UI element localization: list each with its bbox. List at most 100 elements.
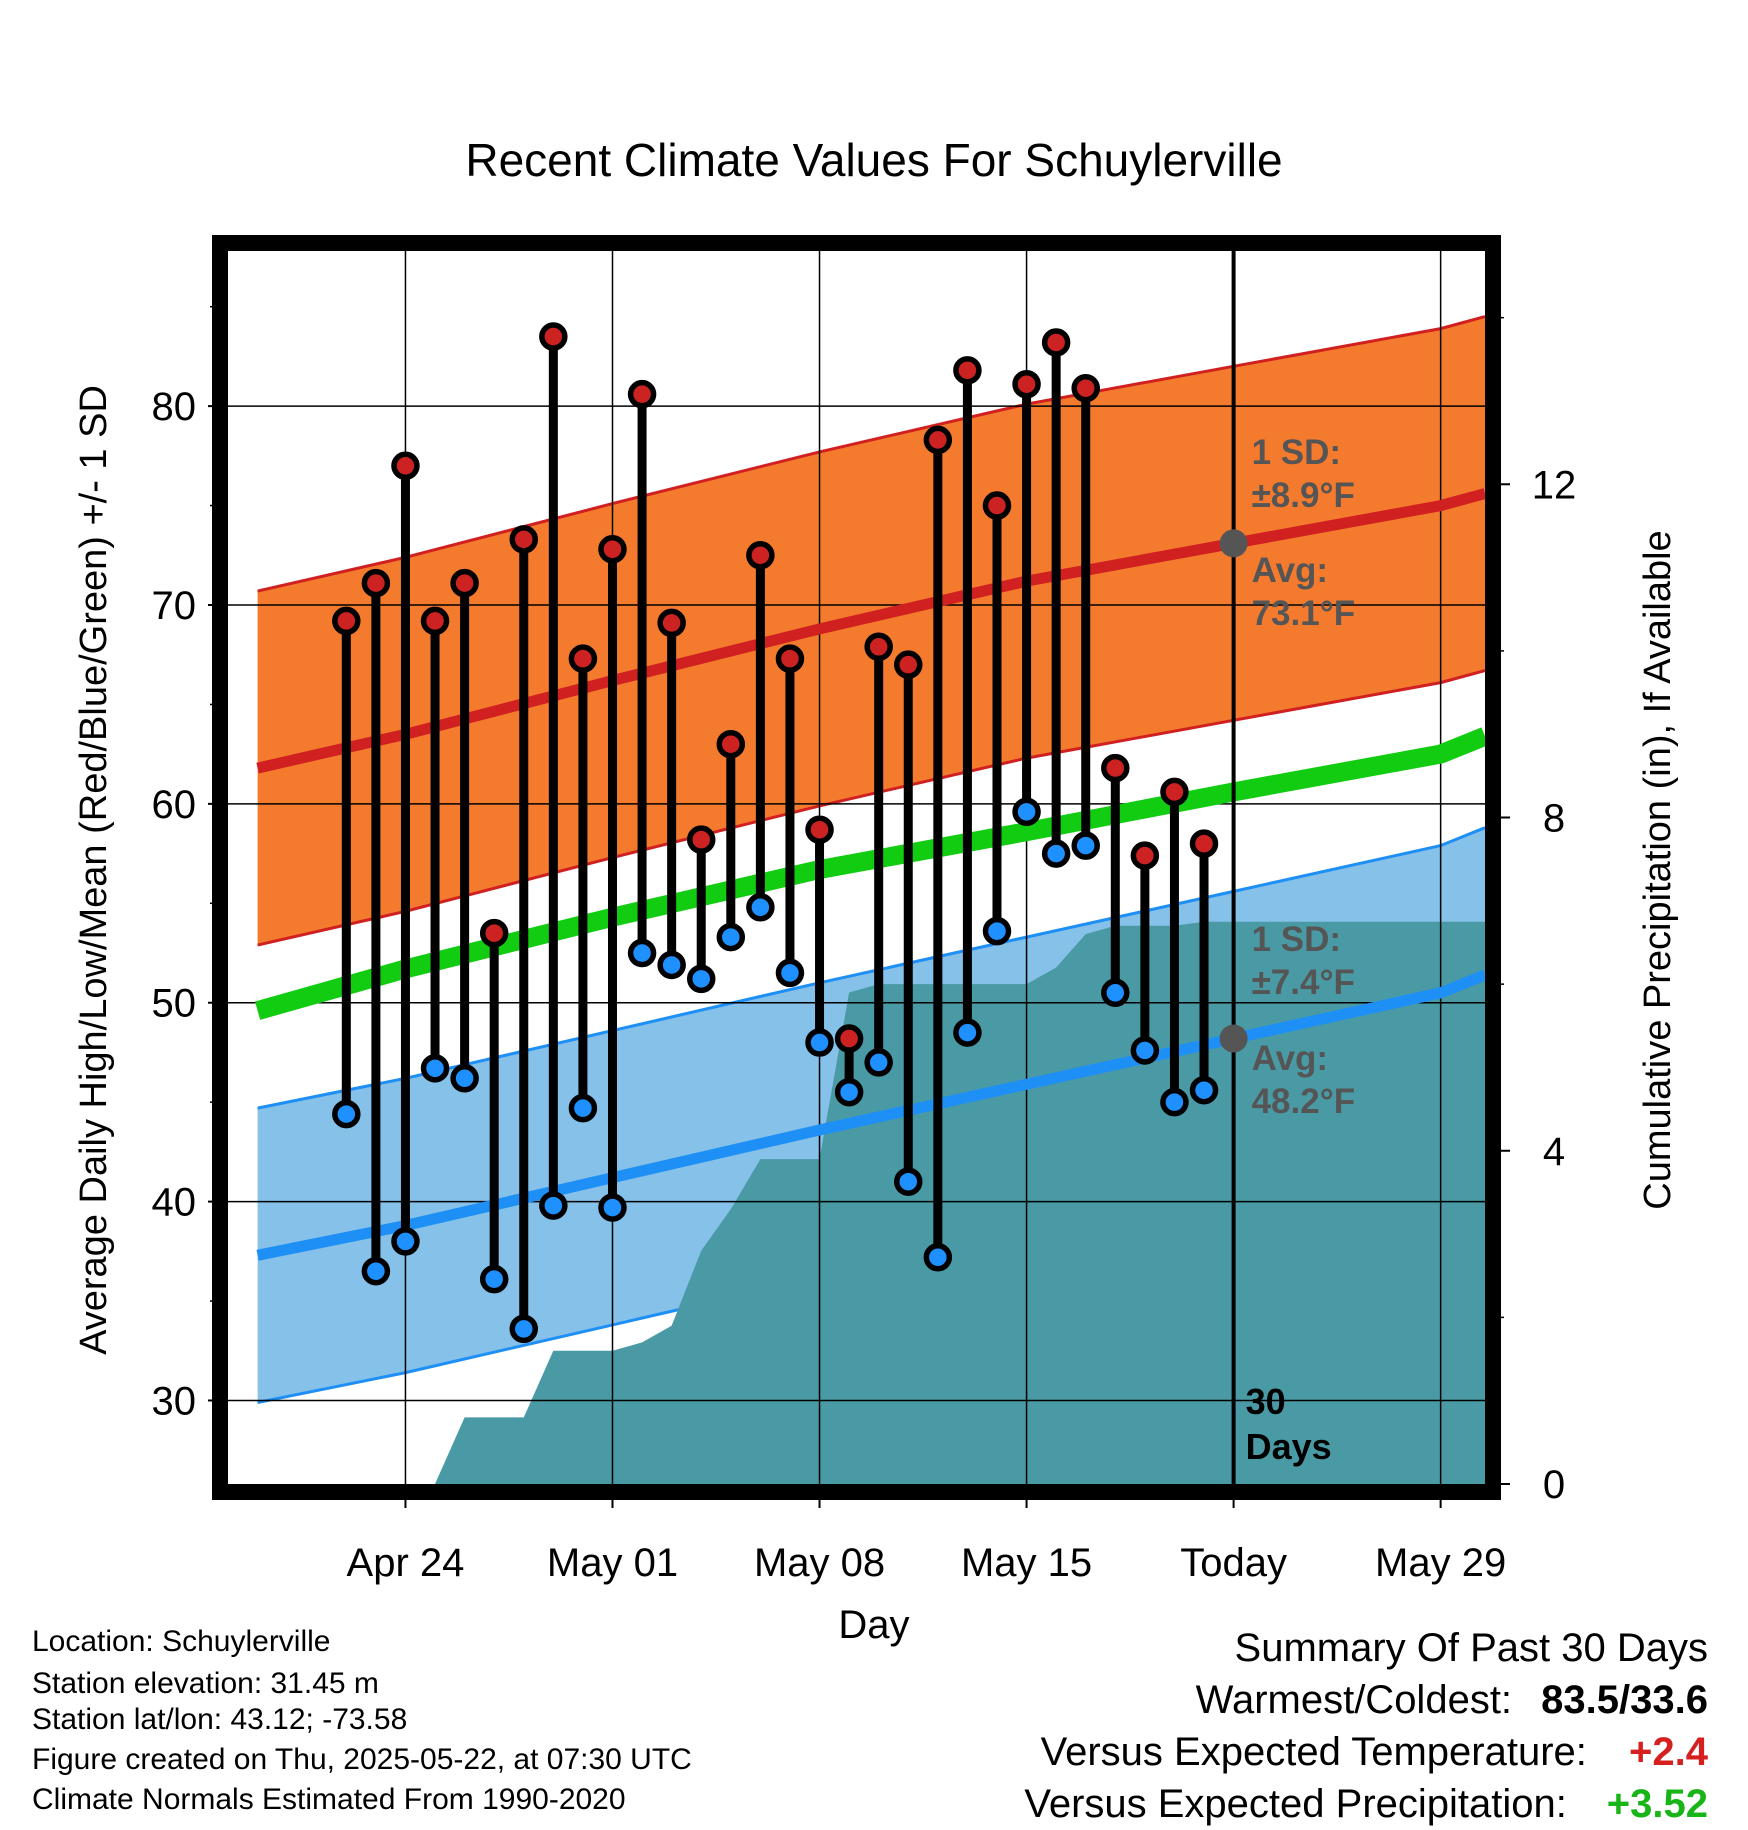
daily-low-point xyxy=(631,942,654,965)
daily-low-point xyxy=(749,896,772,919)
temp-anomaly-value: +2.4 xyxy=(1598,1726,1708,1778)
daily-high-point xyxy=(1104,757,1127,780)
high-avg-value: 73.1°F xyxy=(1252,594,1356,633)
precip-anomaly-value: +3.52 xyxy=(1578,1778,1708,1830)
daily-low-point xyxy=(660,953,683,976)
daily-high-point xyxy=(335,609,358,632)
daily-high-point xyxy=(660,611,683,634)
daily-low-point xyxy=(1163,1091,1186,1114)
daily-high-point xyxy=(719,733,742,756)
daily-high-point xyxy=(483,922,506,945)
daily-high-point xyxy=(1163,780,1186,803)
daily-low-point xyxy=(808,1031,831,1054)
daily-low-point xyxy=(778,961,801,984)
daily-low-point xyxy=(1074,834,1097,857)
daily-high-point xyxy=(453,572,476,595)
daily-high-point xyxy=(838,1027,861,1050)
daily-low-point xyxy=(1104,981,1127,1004)
warmest-coldest-value: 83.5/33.6 xyxy=(1541,1678,1708,1722)
daily-low-point xyxy=(512,1317,535,1340)
daily-high-point xyxy=(897,653,920,676)
y2-tick-label-12: 12 xyxy=(1532,463,1577,507)
climate-chart: Recent Climate Values For Schuylerville … xyxy=(0,0,1748,1828)
latlon-text: Station lat/lon: 43.12; -73.58 xyxy=(32,1702,692,1738)
daily-high-point xyxy=(424,609,447,632)
y-tick-label-40: 40 xyxy=(152,1181,197,1225)
x-tick-label-4: Today xyxy=(1180,1541,1287,1585)
warmest-coldest-row: Warmest/Coldest: 83.5/33.6 xyxy=(1024,1674,1708,1726)
high-sd-label: 1 SD: xyxy=(1252,433,1341,472)
daily-high-point xyxy=(867,635,890,658)
daily-high-point xyxy=(808,818,831,841)
y2-tick-label-0: 0 xyxy=(1543,1463,1565,1507)
precip-anomaly-label: Versus Expected Precipitation: xyxy=(1024,1782,1567,1826)
daily-high-point xyxy=(512,528,535,551)
elevation-text: Station elevation: 31.45 m xyxy=(32,1666,692,1702)
y2-tick-label-8: 8 xyxy=(1543,797,1565,841)
daily-low-point xyxy=(394,1230,417,1253)
daily-high-point xyxy=(749,544,772,567)
y2-axis-label: Cumulative Precipitation (in), If Availa… xyxy=(1637,530,1679,1209)
daily-high-point xyxy=(1045,331,1068,354)
y-axis-label: Average Daily High/Low/Mean (Red/Blue/Gr… xyxy=(73,385,115,1355)
y-tick-label-50: 50 xyxy=(152,982,197,1026)
daily-low-point xyxy=(1193,1079,1216,1102)
daily-low-point xyxy=(985,920,1008,943)
daily-low-point xyxy=(838,1081,861,1104)
chart-title: Recent Climate Values For Schuylerville xyxy=(465,134,1282,186)
y-tick-label-70: 70 xyxy=(152,584,197,628)
daily-low-point xyxy=(364,1260,387,1283)
low-sd-label: 1 SD: xyxy=(1252,920,1341,959)
y-tick-label-60: 60 xyxy=(152,783,197,827)
normals-text: Climate Normals Estimated From 1990-2020 xyxy=(32,1782,692,1818)
daily-low-point xyxy=(719,926,742,949)
daily-low-point xyxy=(897,1170,920,1193)
x-tick-label-1: May 01 xyxy=(547,1541,678,1585)
low-avg-label: Avg: xyxy=(1252,1039,1328,1078)
daily-high-point xyxy=(631,383,654,406)
daily-high-point xyxy=(690,828,713,851)
temp-anomaly-label: Versus Expected Temperature: xyxy=(1041,1730,1587,1774)
x-tick-label-2: May 08 xyxy=(754,1541,885,1585)
daily-low-point xyxy=(1045,842,1068,865)
daily-high-point xyxy=(985,494,1008,517)
daily-high-point xyxy=(926,428,949,451)
daily-low-point xyxy=(926,1246,949,1269)
daily-low-point xyxy=(1015,800,1038,823)
days-word-label: Days xyxy=(1246,1426,1332,1467)
daily-high-point xyxy=(1015,373,1038,396)
daily-low-point xyxy=(867,1051,890,1074)
created-text: Figure created on Thu, 2025-05-22, at 07… xyxy=(32,1742,692,1778)
daily-low-point xyxy=(571,1097,594,1120)
daily-low-point xyxy=(453,1067,476,1090)
x-tick-label-3: May 15 xyxy=(961,1541,1092,1585)
daily-low-point xyxy=(690,967,713,990)
high-sd-value: ±8.9°F xyxy=(1252,476,1355,515)
y-tick-label-30: 30 xyxy=(152,1379,197,1423)
daily-high-point xyxy=(1133,844,1156,867)
daily-high-point xyxy=(364,572,387,595)
daily-high-point xyxy=(601,538,624,561)
daily-high-point xyxy=(394,454,417,477)
y-tick-label-80: 80 xyxy=(152,385,197,429)
temp-anomaly-row: Versus Expected Temperature: +2.4 xyxy=(1024,1726,1708,1778)
plot-area: 1 SD: ±8.9°F Avg: 73.1°F 1 SD: ±7.4°F Avg: 48.2… xyxy=(152,243,1577,1585)
daily-high-point xyxy=(1193,832,1216,855)
daily-high-point xyxy=(1074,377,1097,400)
precip-anomaly-row: Versus Expected Precipitation: +3.52 xyxy=(1024,1778,1708,1830)
daily-low-point xyxy=(335,1103,358,1126)
daily-high-point xyxy=(956,359,979,382)
daily-low-point xyxy=(424,1057,447,1080)
summary-title: Summary Of Past 30 Days xyxy=(1024,1622,1708,1674)
daily-high-point xyxy=(571,647,594,670)
daily-low-point xyxy=(601,1196,624,1219)
daily-low-point xyxy=(1133,1039,1156,1062)
warmest-coldest-label: Warmest/Coldest: xyxy=(1196,1678,1512,1722)
daily-high-point xyxy=(778,647,801,670)
low-avg-value: 48.2°F xyxy=(1252,1082,1356,1121)
summary-panel: Summary Of Past 30 Days Warmest/Coldest:… xyxy=(1024,1622,1708,1830)
y2-tick-label-4: 4 xyxy=(1543,1130,1565,1174)
today-avg-high-marker xyxy=(1220,529,1248,557)
plot-content: 1 SD: ±8.9°F Avg: 73.1°F 1 SD: ±7.4°F Avg: 48.2… xyxy=(228,251,1485,1484)
daily-low-point xyxy=(956,1021,979,1044)
